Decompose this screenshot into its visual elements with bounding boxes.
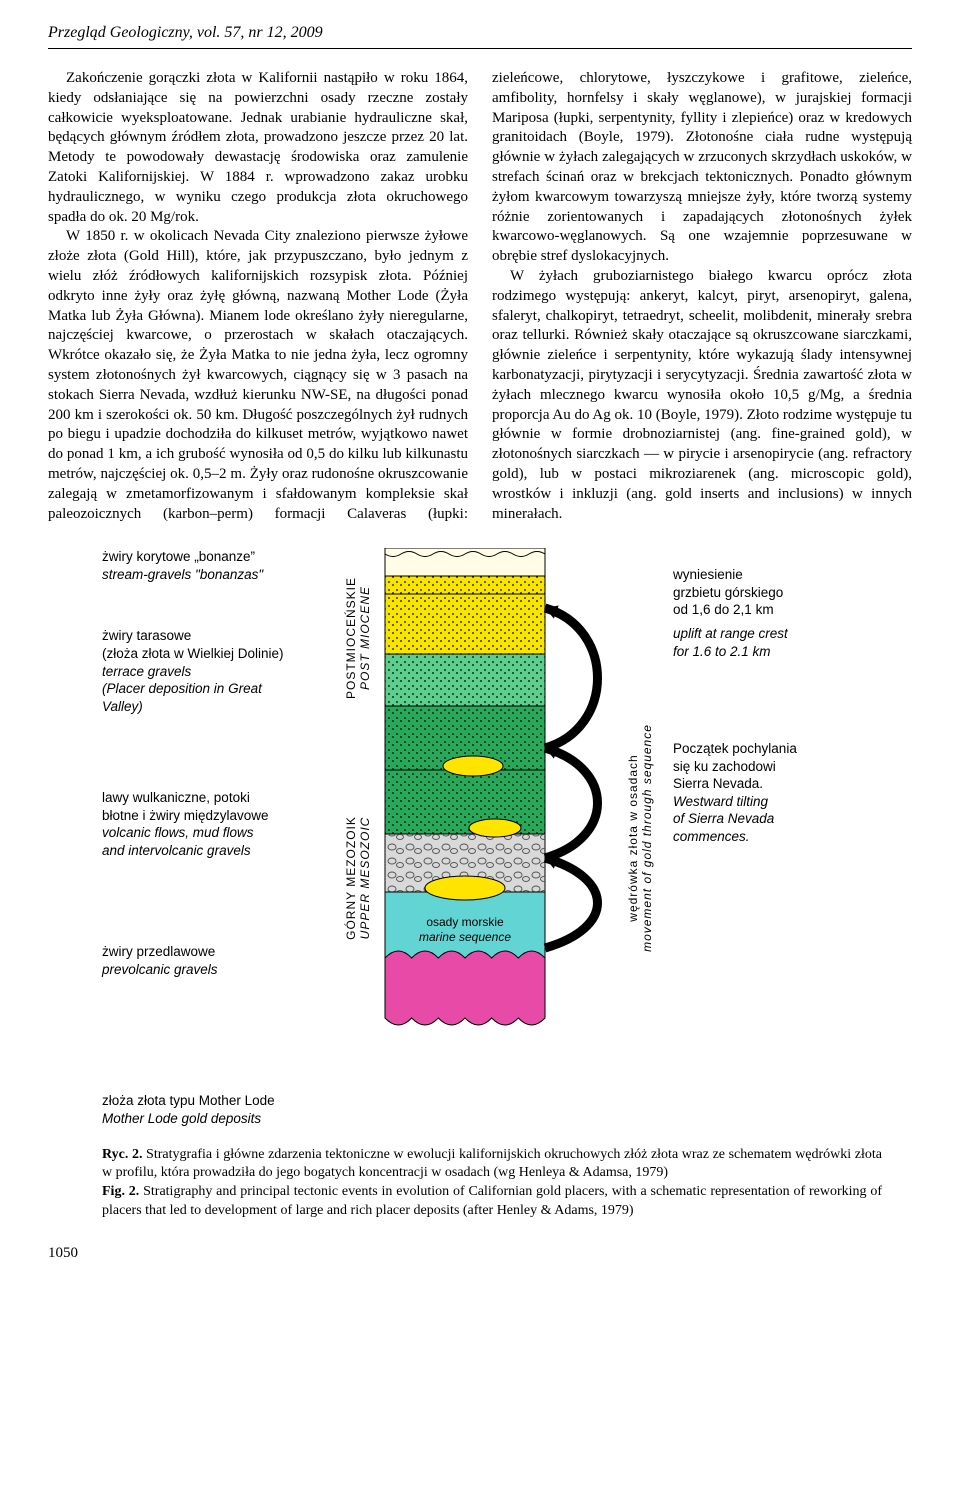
top-rule [48, 48, 912, 49]
right-label-0-en: uplift at range crest for 1.6 to 2.1 km [673, 625, 883, 660]
left-label-3: żwiry przedlawowe prevolcanic gravels [102, 943, 297, 978]
right-label-0-pl: wyniesienie grzbietu górskiego od 1,6 do… [673, 566, 883, 619]
caption-ryc-text: Stratygrafia i główne zdarzenia tektonic… [102, 1147, 882, 1181]
left-label-0-pl: żwiry korytowe „bonanze” [102, 548, 297, 566]
left-label-0: żwiry korytowe „bonanze” stream-gravels … [102, 548, 297, 583]
figure-2: żwiry korytowe „bonanze” stream-gravels … [102, 548, 912, 1127]
body-text: Zakończenie gorączki złota w Kalifornii … [48, 69, 912, 524]
left-label-4: złoża złota typu Mother Lode Mother Lode… [102, 1092, 297, 1127]
left-label-3-en: prevolcanic gravels [102, 961, 297, 979]
figure-right-labels: wyniesienie grzbietu górskiego od 1,6 do… [673, 548, 883, 845]
right-label-1: Początek pochylania się ku zachodowi Sie… [673, 740, 883, 845]
para-1: Zakończenie gorączki złota w Kalifornii … [48, 69, 468, 227]
left-label-1-en: terrace gravels (Placer deposition in Gr… [102, 663, 297, 716]
left-label-1-pl: żwiry tarasowe (złoża złota w Wielkiej D… [102, 627, 297, 662]
right-label-1-en: Westward tilting of Sierra Nevada commen… [673, 793, 883, 846]
left-label-2-en: volcanic flows, mud flows and intervolca… [102, 824, 297, 859]
figure-left-labels: żwiry korytowe „bonanze” stream-gravels … [102, 548, 297, 1127]
left-label-3-pl: żwiry przedlawowe [102, 943, 297, 961]
left-label-4-pl: złoża złota typu Mother Lode [102, 1092, 297, 1110]
left-label-1: żwiry tarasowe (złoża złota w Wielkiej D… [102, 627, 297, 715]
right-label-0: wyniesienie grzbietu górskiego od 1,6 do… [673, 566, 883, 660]
svg-text:movement of gold through seque: movement of gold through sequence [640, 724, 654, 952]
left-label-2: lawy wulkaniczne, potoki błotne i żwiry … [102, 789, 297, 859]
para-3: W żyłach gruboziarnistego białego kwarcu… [492, 267, 912, 524]
left-label-0-en: stream-gravels "bonanzas" [102, 566, 297, 584]
left-label-2-pl: lawy wulkaniczne, potoki błotne i żwiry … [102, 789, 297, 824]
svg-text:marine sequence: marine sequence [419, 930, 511, 944]
caption-fig-label: Fig. 2. [102, 1184, 139, 1199]
left-label-4-en: Mother Lode gold deposits [102, 1110, 297, 1128]
svg-text:GÓRNY MEZOZOIK: GÓRNY MEZOZOIK [343, 816, 358, 940]
right-label-1-pl: Początek pochylania się ku zachodowi Sie… [673, 740, 883, 793]
figure-caption: Ryc. 2. Stratygrafia i główne zdarzenia … [102, 1146, 882, 1222]
svg-text:UPPER MESOZOIC: UPPER MESOZOIC [358, 817, 372, 940]
svg-text:osady morskie: osady morskie [426, 915, 504, 929]
stratigraphy-diagram: osady morskiemarine sequence POSTMIOCEŃSK… [315, 548, 655, 1058]
caption-fig-text: Stratigraphy and principal tectonic even… [102, 1184, 882, 1218]
svg-text:wędrówka złota w osadach: wędrówka złota w osadach [626, 755, 640, 923]
svg-text:POSTMIOCEŃSKIE: POSTMIOCEŃSKIE [343, 577, 358, 699]
caption-ryc-label: Ryc. 2. [102, 1147, 142, 1162]
figure-svg-column: osady morskiemarine sequence POSTMIOCEŃSK… [315, 548, 655, 1058]
journal-header: Przegląd Geologiczny, vol. 57, nr 12, 20… [48, 24, 912, 42]
svg-text:POST MIOCENE: POST MIOCENE [358, 586, 372, 690]
page-number: 1050 [48, 1245, 912, 1262]
